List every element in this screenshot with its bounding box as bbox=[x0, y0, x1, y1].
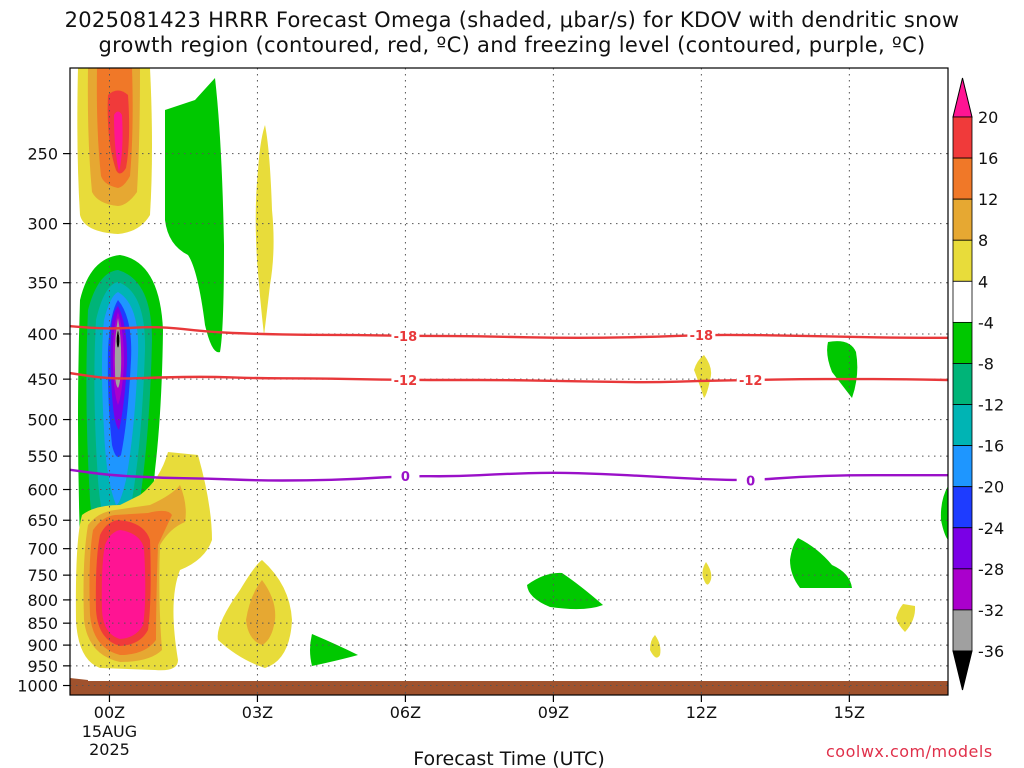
ground-surface bbox=[70, 681, 948, 695]
omega-region-12z-mid-yellow bbox=[694, 355, 712, 398]
colorbar-label-14: -36 bbox=[978, 642, 1004, 661]
contour-label-3-1: 0 bbox=[401, 470, 410, 485]
y-tick-label-550: 550 bbox=[27, 447, 58, 466]
temperature-contours bbox=[70, 325, 948, 482]
colorbar-label-7: -8 bbox=[978, 354, 994, 373]
colorbar-swatch-5 bbox=[952, 280, 973, 323]
omega-region-04z-low-green bbox=[310, 634, 358, 666]
colorbar-swatch-6 bbox=[952, 321, 973, 364]
omega-region-14z-low-green bbox=[790, 538, 852, 588]
omega-region-upper-magenta bbox=[114, 111, 123, 172]
colorbar-label-5: 4 bbox=[978, 272, 988, 291]
chart-title-line-1: 2025081423 HRRR Forecast Omega (shaded, … bbox=[64, 8, 960, 32]
colorbar-swatch-12 bbox=[952, 568, 973, 611]
colorbar-swatch-3 bbox=[952, 198, 973, 241]
x-tick-label-15: 15Z bbox=[834, 703, 865, 722]
site-credit: coolwx.com/models bbox=[826, 742, 993, 761]
omega-region-12z-low-yellow bbox=[702, 562, 712, 585]
colorbar-label-11: -24 bbox=[978, 519, 1004, 538]
colorbar-swatch-8 bbox=[952, 404, 973, 447]
colorbar-label-10: -20 bbox=[978, 478, 1004, 497]
colorbar-swatch-4 bbox=[952, 239, 973, 282]
temperature-contour-labels: -18 -18 -12 -12 0 0 bbox=[391, 326, 765, 489]
y-tick-label-250: 250 bbox=[27, 145, 58, 164]
omega-region-09z-low-green bbox=[527, 572, 603, 610]
colorbar-swatch-9 bbox=[952, 445, 973, 488]
contour-label-bg bbox=[736, 371, 765, 388]
y-tick-label-850: 850 bbox=[27, 614, 58, 633]
colorbar-bottom-arrow bbox=[952, 650, 973, 691]
contour-label-2-2: -12 bbox=[739, 374, 763, 389]
colorbar-swatch-7 bbox=[952, 363, 973, 405]
colorbar-label-9: -16 bbox=[978, 437, 1004, 456]
y-tick-label-450: 450 bbox=[27, 370, 58, 389]
colorbar-swatch-11 bbox=[952, 527, 973, 570]
contour-label-bg bbox=[391, 467, 420, 484]
ground-bump bbox=[70, 678, 88, 681]
colorbar-label-13: -32 bbox=[978, 601, 1004, 620]
contour-label-1-1: -18 bbox=[394, 330, 418, 345]
omega-region-03z-upper-yellow bbox=[255, 125, 274, 335]
plot-frame bbox=[69, 67, 949, 696]
colorbar-label-1: 20 bbox=[978, 108, 998, 127]
contour-line-3 bbox=[70, 468, 948, 482]
omega-region-16z-low-yellow bbox=[896, 604, 916, 632]
y-tick-label-950: 950 bbox=[27, 657, 58, 676]
colorbar-swatch-2 bbox=[952, 157, 973, 200]
colorbar-label-6: -4 bbox=[978, 313, 994, 332]
omega-region-mid-gray bbox=[114, 318, 122, 388]
x-tick-sublabel-year: 2025 bbox=[89, 740, 130, 759]
contour-label-3-2: 0 bbox=[746, 474, 755, 489]
x-tick-label-9: 09Z bbox=[538, 703, 569, 722]
contour-label-bg bbox=[391, 371, 420, 388]
contour-label-bg bbox=[687, 326, 716, 343]
omega-region-03z-low-gold bbox=[246, 580, 276, 645]
y-tick-label-1000: 1000 bbox=[17, 677, 58, 696]
y-tick-label-500: 500 bbox=[27, 411, 58, 430]
contour-line-1 bbox=[70, 325, 948, 340]
colorbar-legend: 20 16 12 8 4 -4 -8 -12 -16 -20 -24 -28 -32 -36 bbox=[952, 77, 1004, 691]
contour-label-bg bbox=[391, 327, 420, 344]
colorbar-label-12: -28 bbox=[978, 560, 1004, 579]
omega-shading bbox=[70, 68, 948, 695]
colorbar-label-4: 8 bbox=[978, 231, 988, 250]
x-axis-label: Forecast Time (UTC) bbox=[413, 748, 604, 768]
colorbar-label-8: -12 bbox=[978, 396, 1004, 415]
y-tick-label-400: 400 bbox=[27, 325, 58, 344]
colorbar-label-2: 16 bbox=[978, 149, 998, 168]
omega-region-right-edge-green bbox=[940, 486, 948, 540]
x-tick-label-6: 06Z bbox=[390, 703, 421, 722]
omega-region-upper-green bbox=[165, 78, 224, 353]
y-tick-label-300: 300 bbox=[27, 215, 58, 234]
y-tick-label-900: 900 bbox=[27, 636, 58, 655]
x-tick-sublabel-date: 15AUG bbox=[82, 722, 137, 741]
x-tick-label-0: 00Z bbox=[94, 703, 125, 722]
contour-label-bg bbox=[736, 472, 765, 489]
omega-region-15z-mid-green bbox=[827, 341, 858, 398]
colorbar-top-arrow bbox=[952, 77, 973, 118]
y-tick-label-600: 600 bbox=[27, 481, 58, 500]
y-tick-label-700: 700 bbox=[27, 540, 58, 559]
y-tick-label-800: 800 bbox=[27, 591, 58, 610]
x-tick-label-3: 03Z bbox=[242, 703, 273, 722]
colorbar-swatch-10 bbox=[952, 486, 973, 529]
y-axis: 250 300 350 400 450 500 550 600 650 700 750 800 850 9… bbox=[17, 145, 70, 696]
omega-region-11z-low-yellow bbox=[650, 635, 661, 658]
colorbar-swatch-13 bbox=[952, 609, 973, 652]
x-tick-label-12: 12Z bbox=[686, 703, 717, 722]
contour-label-2-1: -12 bbox=[394, 374, 418, 389]
contour-label-1-2: -18 bbox=[690, 329, 714, 344]
chart-title-line-2: growth region (contoured, red, ºC) and f… bbox=[98, 33, 926, 57]
y-tick-label-650: 650 bbox=[27, 511, 58, 530]
y-tick-label-750: 750 bbox=[27, 566, 58, 585]
omega-region-low-magenta bbox=[101, 530, 146, 639]
y-tick-label-350: 350 bbox=[27, 274, 58, 293]
contour-line-2 bbox=[70, 371, 948, 384]
colorbar-label-3: 12 bbox=[978, 190, 998, 209]
colorbar-swatch-1 bbox=[952, 116, 973, 159]
